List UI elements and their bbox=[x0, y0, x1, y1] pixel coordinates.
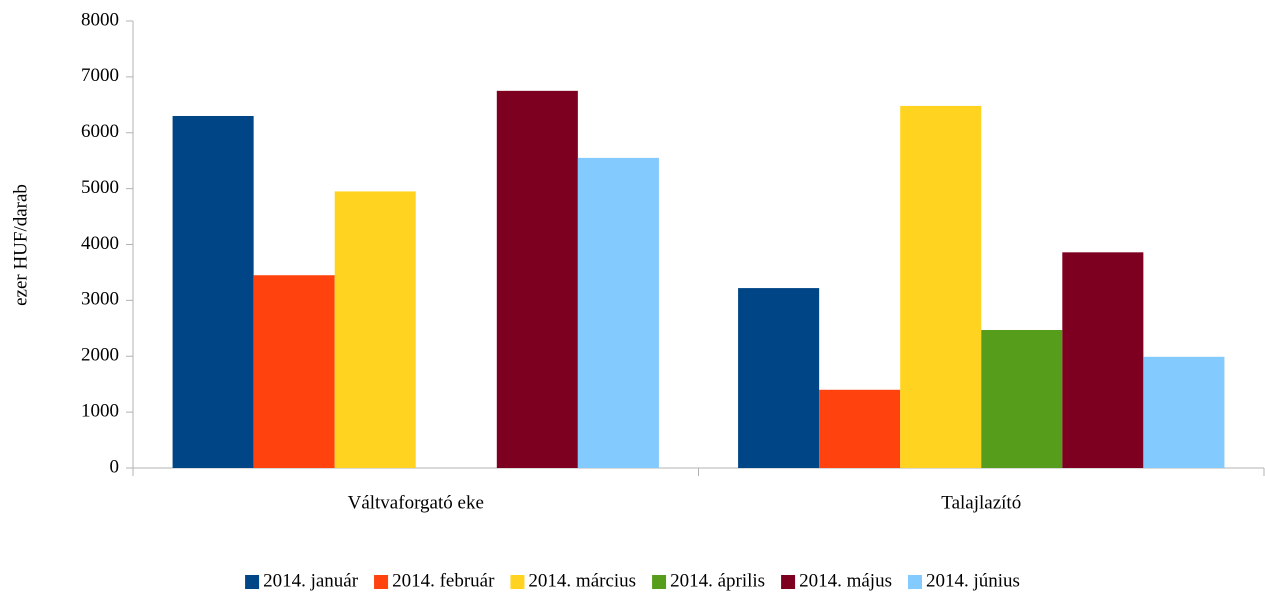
bar bbox=[738, 288, 820, 468]
y-tick-label: 2000 bbox=[81, 345, 119, 366]
legend-label: 2014. június bbox=[926, 570, 1020, 591]
bar bbox=[172, 115, 254, 469]
legend-swatch bbox=[907, 575, 922, 589]
legend-swatch bbox=[245, 575, 260, 589]
legend-swatch bbox=[781, 575, 796, 589]
legend-swatch bbox=[374, 575, 389, 589]
y-tick-label: 3000 bbox=[81, 289, 119, 310]
bar bbox=[819, 389, 901, 468]
legend-label: 2014. május bbox=[799, 570, 892, 591]
legend-label: 2014. március bbox=[528, 570, 636, 591]
y-tick-label: 7000 bbox=[81, 65, 119, 86]
y-tick-label: 4000 bbox=[81, 233, 119, 254]
bar bbox=[253, 275, 335, 468]
bar bbox=[496, 90, 578, 468]
legend-swatch bbox=[510, 575, 525, 589]
x-tick-label: Talajlazító bbox=[941, 492, 1021, 513]
x-tick-label: Váltvaforgató eke bbox=[348, 492, 484, 513]
bar bbox=[900, 105, 982, 469]
legend-label: 2014. február bbox=[392, 570, 495, 591]
legend-label: 2014. január bbox=[263, 570, 359, 591]
bar bbox=[1062, 252, 1144, 468]
y-tick-label: 5000 bbox=[81, 177, 119, 198]
legend-label: 2014. április bbox=[670, 570, 765, 591]
y-tick-label: 6000 bbox=[81, 121, 119, 142]
legend-swatch bbox=[652, 575, 667, 589]
bar bbox=[334, 191, 416, 468]
bar bbox=[1143, 356, 1225, 468]
bar bbox=[981, 329, 1063, 468]
y-tick-label: 0 bbox=[110, 456, 120, 477]
y-axis-label: ezer HUF/darab bbox=[10, 184, 31, 306]
y-tick-label: 8000 bbox=[81, 9, 119, 30]
y-tick-label: 1000 bbox=[81, 400, 119, 421]
bar bbox=[577, 157, 659, 469]
